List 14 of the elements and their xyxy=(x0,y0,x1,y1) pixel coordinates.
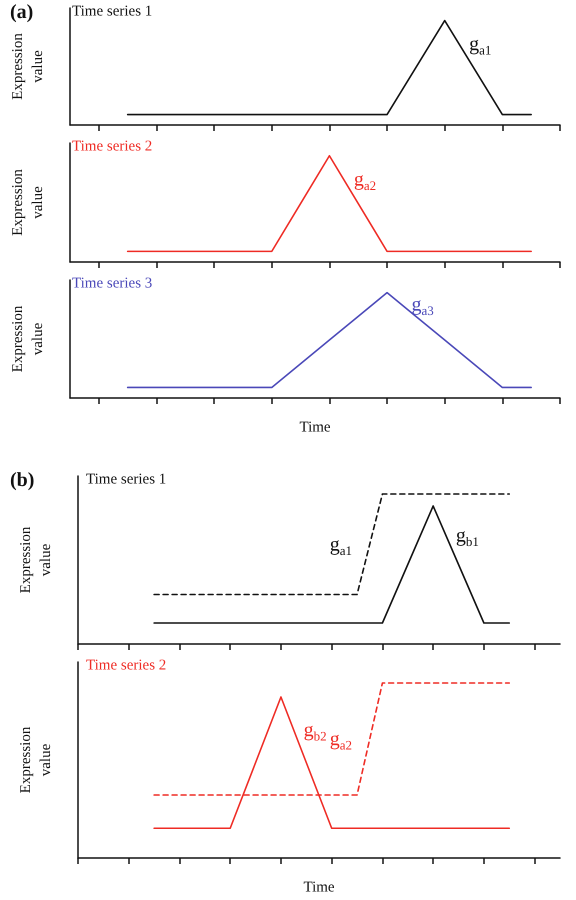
text: (b) xyxy=(10,469,34,491)
y-axis-title: Expression value xyxy=(10,305,46,372)
chart-title: Time series 3 xyxy=(72,276,152,292)
x-axis-title: Time xyxy=(299,420,331,436)
y-axis-title: Expression value xyxy=(10,32,46,100)
chart-title: Time series 1 xyxy=(72,4,152,20)
chart-title: Time series 2 xyxy=(86,658,166,674)
text: (a) xyxy=(10,1,34,23)
y-axis-title: Expression value xyxy=(18,726,54,794)
chart-title: Time series 1 xyxy=(86,472,166,488)
chart-title: Time series 2 xyxy=(72,138,152,154)
y-axis-title: Expression value xyxy=(18,526,54,594)
y-axis-title: Expression value xyxy=(10,168,46,236)
x-axis-title: Time xyxy=(303,880,335,896)
